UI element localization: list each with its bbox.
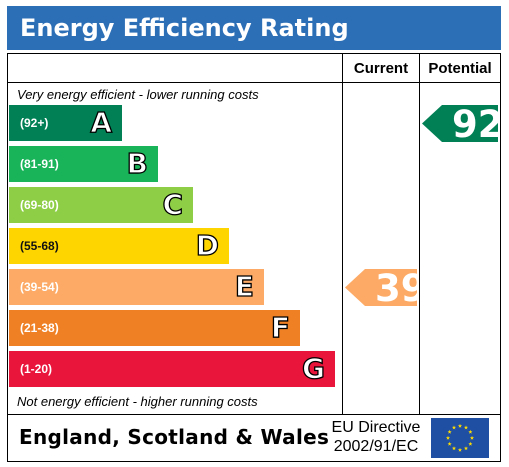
header-row-divider	[7, 82, 501, 83]
band-g: (1-20) G	[9, 351, 335, 387]
eu-star	[468, 429, 473, 434]
band-b: (81-91) B	[9, 146, 158, 182]
band-c: (69-80) C	[9, 187, 193, 223]
band-range-label: (39-54)	[20, 280, 59, 294]
arrow-shape	[422, 105, 498, 142]
rating-table	[7, 53, 501, 462]
eu-star	[469, 435, 475, 440]
arrow-value-label: 39	[375, 269, 417, 306]
band-range-label: (69-80)	[20, 198, 59, 212]
column-divider-potential	[419, 53, 420, 414]
column-divider-current	[342, 53, 343, 414]
directive-line-2: 2002/91/EC	[333, 438, 419, 455]
eu-star	[451, 425, 457, 430]
page-title: Energy Efficiency Rating	[20, 14, 349, 42]
footer-region: England, Scotland & Wales	[19, 425, 330, 449]
band-letter-label: C	[162, 187, 184, 221]
band-d: (55-68) D	[9, 228, 229, 264]
column-header-potential: Potential	[428, 60, 492, 77]
eu-star	[468, 441, 473, 446]
band-letter-label: B	[126, 146, 149, 180]
footer-row-divider	[7, 414, 501, 415]
arrow-value-label: 92	[452, 105, 498, 142]
eu-star	[463, 446, 469, 451]
band-range-label: (55-68)	[20, 239, 59, 253]
directive-line-1: EU Directive	[331, 419, 421, 436]
band-a: (92+) A	[9, 105, 122, 141]
band-letter-label: F	[270, 310, 290, 344]
eu-star	[447, 441, 452, 446]
band-range-label: (21-38)	[20, 321, 59, 335]
band-range-label: (1-20)	[20, 362, 53, 376]
band-letter-label: G	[301, 351, 325, 385]
arrow-potential: 92	[422, 105, 498, 142]
eu-star	[451, 446, 457, 451]
eu-star	[447, 429, 452, 434]
band-letter-label: A	[90, 105, 113, 139]
eu-star	[463, 425, 469, 430]
band-range-label: (92+)	[20, 116, 49, 130]
caption-bottom: Not energy efficient - higher running co…	[17, 394, 258, 409]
eu-flag-icon	[431, 418, 489, 458]
band-e: (39-54) E	[9, 269, 264, 305]
arrow-shape	[345, 269, 417, 306]
band-letter-label: E	[234, 269, 254, 303]
eu-star	[445, 435, 451, 440]
footer-directive: EU Directive 2002/91/EC	[326, 418, 426, 456]
band-range-label: (81-91)	[20, 157, 59, 171]
header-bar: Energy Efficiency Rating	[7, 6, 501, 50]
band-f: (21-38) F	[9, 310, 300, 346]
caption-top: Very energy efficient - lower running co…	[17, 87, 259, 102]
eu-star	[457, 447, 463, 452]
band-letter-label: D	[195, 228, 220, 262]
column-header-current: Current	[353, 60, 409, 77]
arrow-current: 39	[345, 269, 417, 306]
eu-star	[457, 423, 463, 428]
